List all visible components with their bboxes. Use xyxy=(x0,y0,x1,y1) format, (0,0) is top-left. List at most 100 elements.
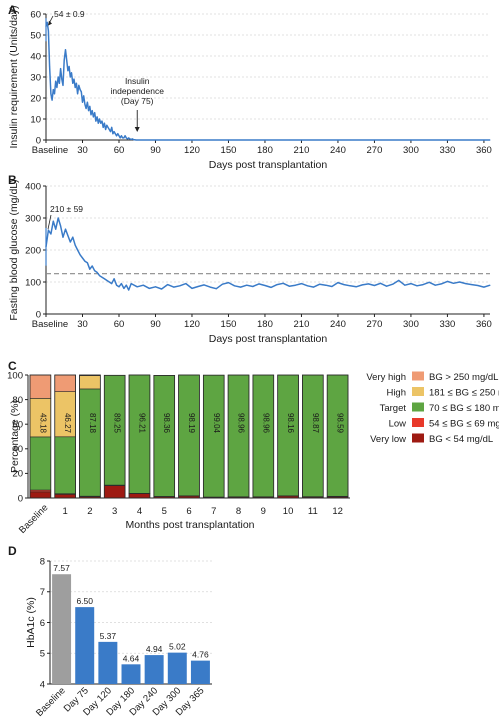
data-point xyxy=(355,286,357,288)
stacked-bar-outline xyxy=(326,374,349,499)
data-point xyxy=(367,283,369,285)
data-point xyxy=(173,286,175,288)
x-tick-label: 240 xyxy=(330,319,346,330)
data-point xyxy=(94,112,96,114)
stacked-bar-segment xyxy=(79,388,101,497)
data-point xyxy=(209,286,211,288)
data-point xyxy=(116,135,118,137)
data-point xyxy=(79,254,81,256)
data-point xyxy=(428,281,430,283)
data-point xyxy=(343,284,345,286)
bar-value-label: 4.94 xyxy=(146,644,163,654)
data-point xyxy=(89,268,91,270)
legend-range: BG < 54 mg/dL xyxy=(429,434,493,445)
stacked-bar-outline xyxy=(227,374,250,499)
bar-value-label: 4.76 xyxy=(192,650,209,660)
x-tick-label: Baseline xyxy=(32,319,68,330)
data-point xyxy=(416,285,418,287)
data-point xyxy=(167,284,169,286)
stacked-bar-segment xyxy=(326,374,349,497)
data-point xyxy=(97,122,99,124)
data-point xyxy=(74,244,76,246)
annotation-arrow-head xyxy=(134,127,140,132)
y-tick-label: 50 xyxy=(30,30,41,41)
data-point xyxy=(148,287,150,289)
x-axis-title: Days post transplantation xyxy=(209,333,328,345)
data-point xyxy=(331,285,333,287)
data-point xyxy=(101,276,103,278)
data-point xyxy=(60,68,62,70)
data-point xyxy=(85,108,87,109)
y-tick-label: 0 xyxy=(36,135,41,146)
legend-swatch xyxy=(412,418,424,427)
x-tick-label: 11 xyxy=(308,506,318,517)
data-point xyxy=(134,139,136,141)
legend-category: Very high xyxy=(366,372,406,383)
data-point xyxy=(264,285,266,287)
y-tick-label: 60 xyxy=(12,420,23,431)
legend-swatch xyxy=(412,387,424,396)
panel-label-d: D xyxy=(8,544,17,558)
data-point xyxy=(77,93,79,95)
data-point xyxy=(125,284,127,286)
data-point xyxy=(89,105,91,107)
stacked-bar-segment xyxy=(103,485,126,499)
y-tick-label: 7 xyxy=(40,587,45,598)
data-point xyxy=(386,285,388,287)
data-point xyxy=(136,286,138,288)
x-tick-label: 60 xyxy=(114,319,125,330)
data-point xyxy=(240,286,242,288)
baseline-arrow-head xyxy=(48,20,52,26)
data-point xyxy=(46,21,48,23)
data-point xyxy=(142,284,144,286)
legend-swatch xyxy=(412,402,424,412)
data-point xyxy=(133,139,135,141)
data-point xyxy=(61,78,63,80)
x-tick-label: 6 xyxy=(186,506,191,517)
data-point xyxy=(63,59,65,61)
y-tick-label: 40 xyxy=(12,444,23,455)
y-tick-label: 10 xyxy=(30,114,41,125)
data-point xyxy=(325,284,327,286)
data-point xyxy=(489,139,491,141)
stacked-bar-segment xyxy=(252,374,275,498)
data-point xyxy=(47,30,49,32)
data-point xyxy=(131,138,133,140)
data-point xyxy=(86,262,88,264)
data-point xyxy=(246,284,248,286)
data-point xyxy=(69,76,71,78)
data-point xyxy=(72,236,74,238)
data-point xyxy=(91,110,93,112)
data-point xyxy=(410,283,412,285)
data-point xyxy=(313,286,315,288)
y-tick-label: 80 xyxy=(12,395,23,406)
bar-value-label: 5.02 xyxy=(169,642,186,652)
baseline-arrow xyxy=(47,214,52,230)
data-point xyxy=(107,126,109,128)
target-value-label: 98.87 xyxy=(311,413,320,434)
data-point xyxy=(453,282,455,284)
y-axis-title: Percentage (%) xyxy=(9,400,21,473)
data-point xyxy=(101,120,103,122)
bar-value-label: 7.57 xyxy=(53,563,70,573)
stacked-bar-segment xyxy=(54,374,76,392)
data-point xyxy=(81,101,83,103)
annotation-line: Insulin xyxy=(125,76,150,86)
data-point xyxy=(83,95,85,97)
data-point xyxy=(398,279,400,281)
y-axis-title: HbA1c (%) xyxy=(25,597,37,648)
data-point xyxy=(99,275,101,277)
hba1c-bar xyxy=(75,607,95,684)
data-point xyxy=(80,91,82,93)
x-tick-label: 360 xyxy=(476,319,492,330)
data-point xyxy=(446,280,448,282)
x-axis-title: Days post transplantation xyxy=(209,159,328,171)
data-point xyxy=(234,285,236,287)
data-point xyxy=(179,285,181,287)
target-value-label: 89.25 xyxy=(113,413,122,434)
data-point xyxy=(185,283,187,285)
data-point xyxy=(69,241,71,243)
data-point xyxy=(103,278,105,280)
data-point xyxy=(127,138,129,140)
legend-range: 54 ≤ BG ≤ 69 mg/dL xyxy=(429,419,499,430)
